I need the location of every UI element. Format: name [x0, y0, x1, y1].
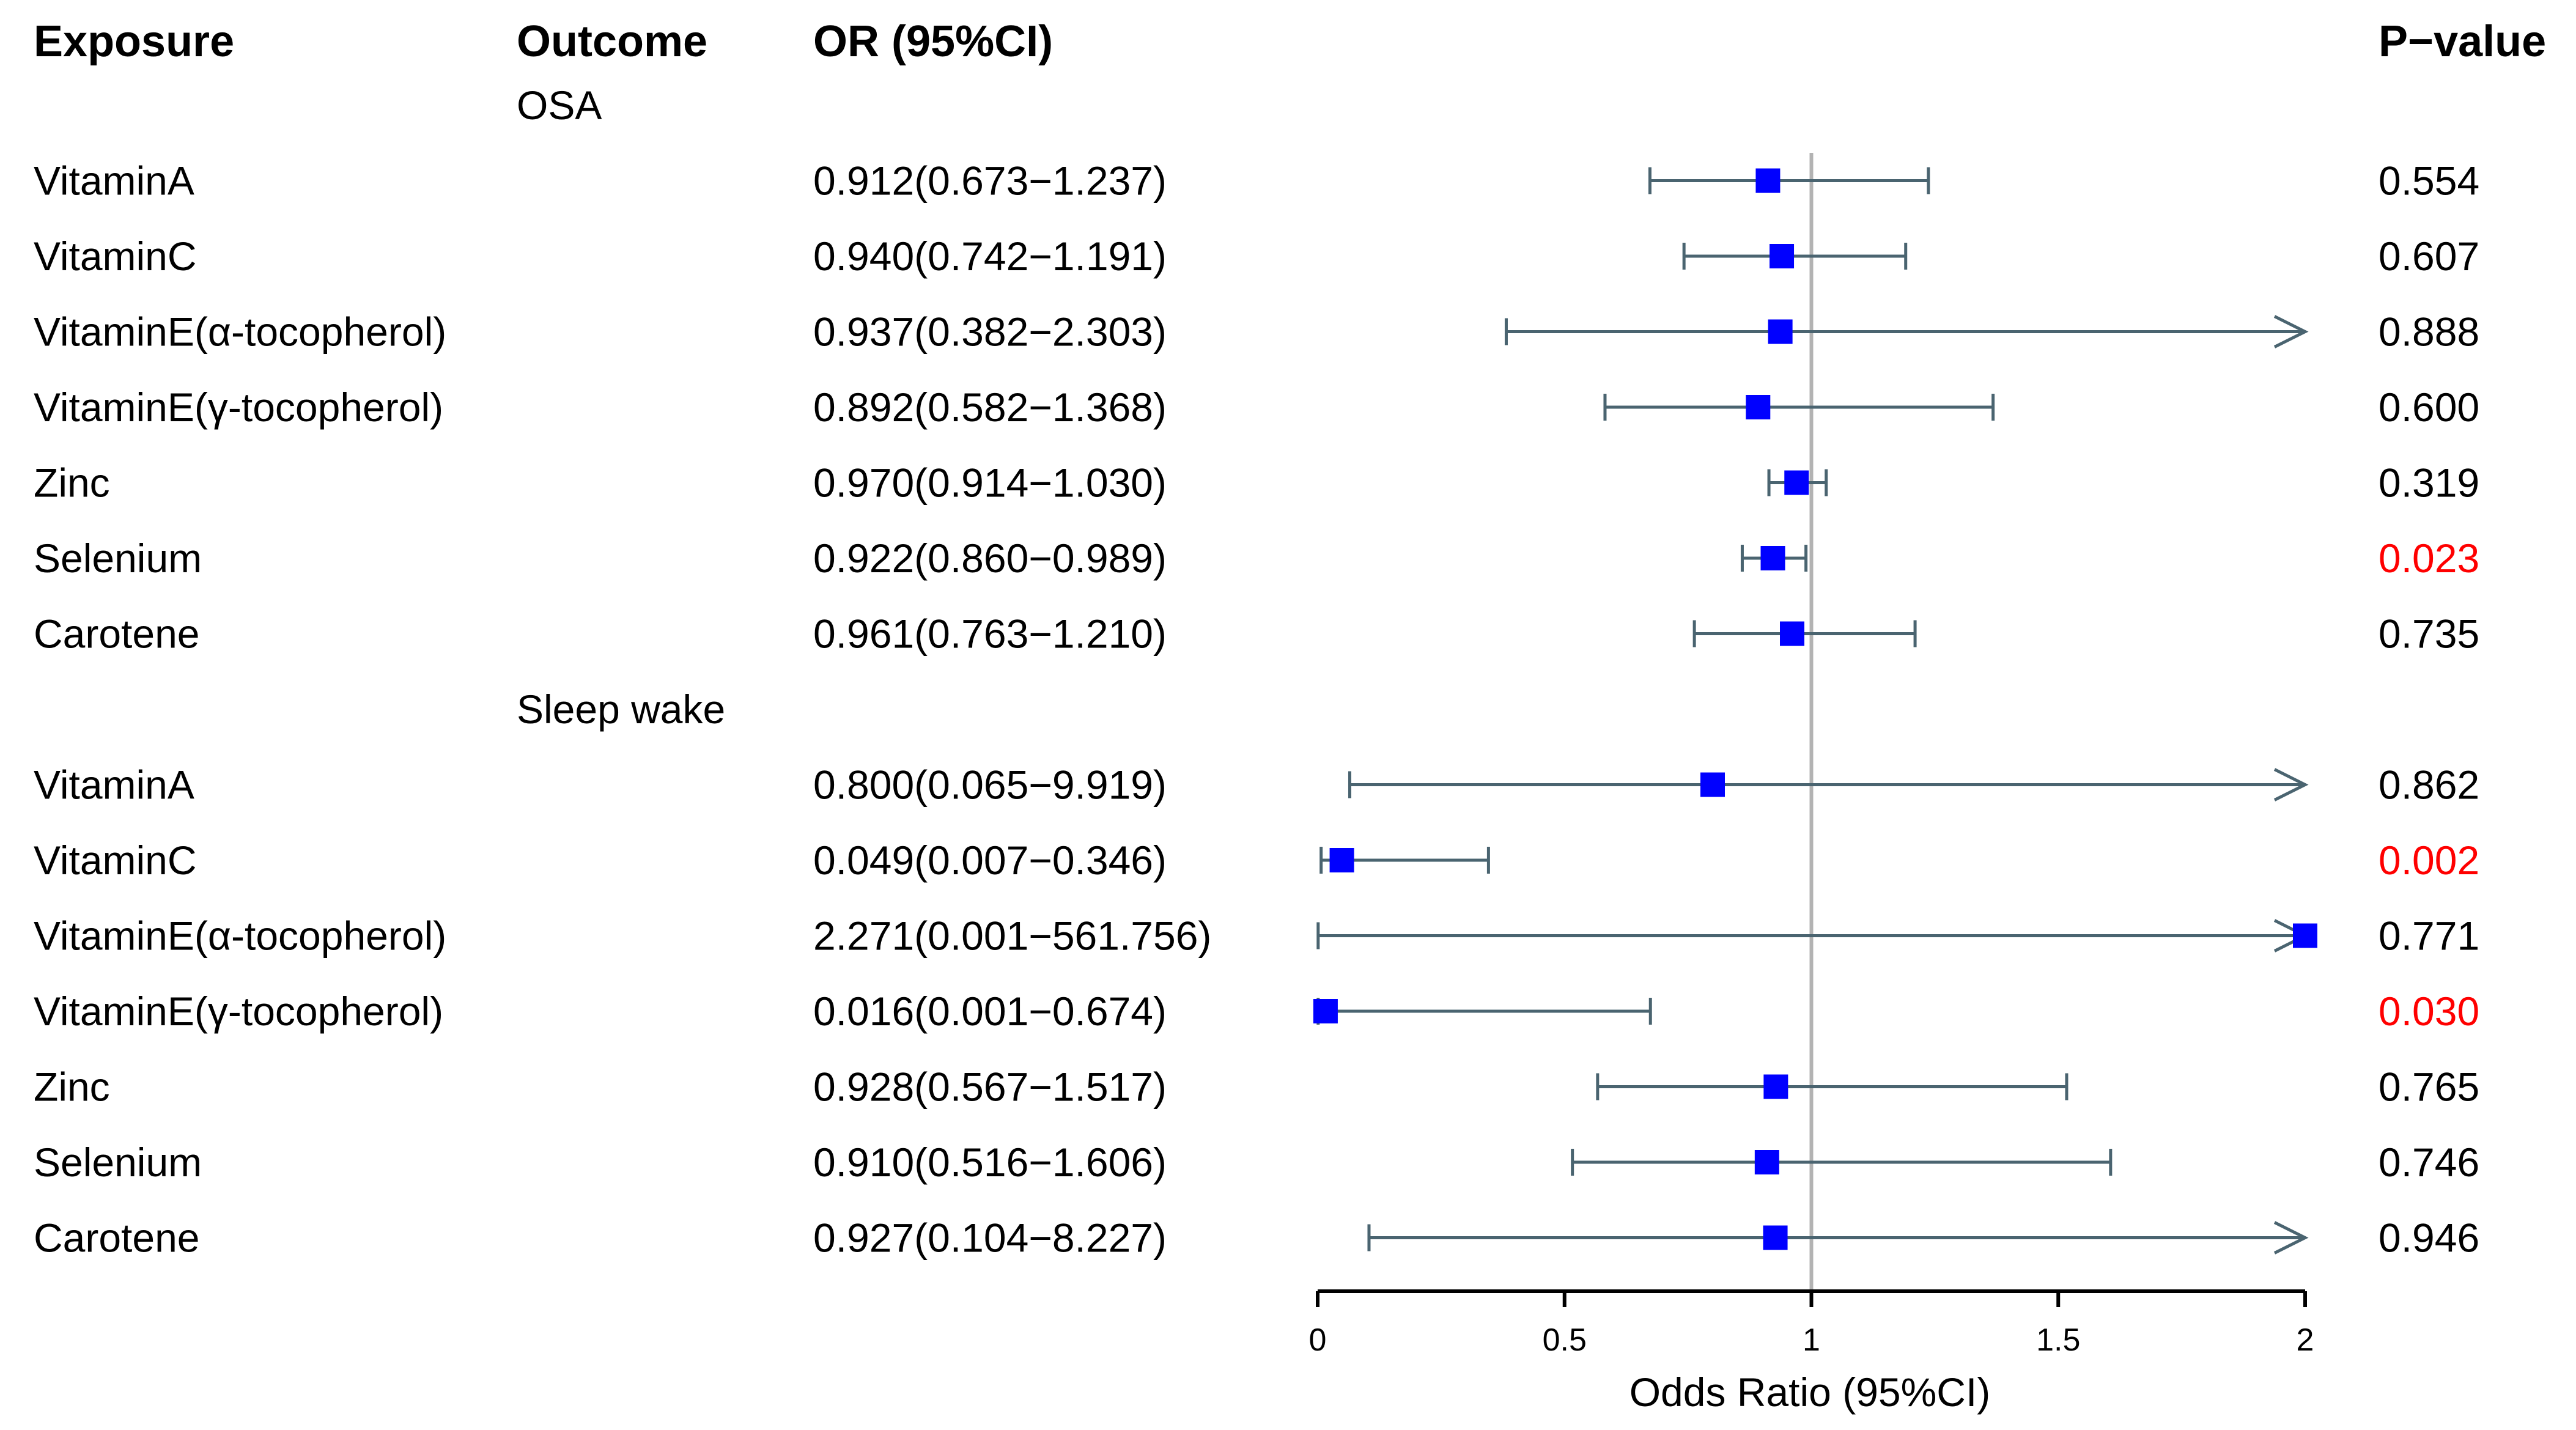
point-estimate [1780, 621, 1805, 646]
exposure-label: VitaminA [34, 158, 194, 204]
column-headers: Exposure Outcome OR (95%CI) P−value [34, 17, 2546, 66]
point-estimate [1760, 546, 1785, 570]
point-estimate [2293, 923, 2317, 948]
exposure-label: Carotene [34, 611, 200, 657]
header-p-value: P−value [2379, 17, 2546, 66]
p-value-label: 0.746 [2379, 1140, 2479, 1185]
forest-rows: OSA VitaminA 0.912(0.673−1.237) 0.554 Vitami… [34, 83, 2479, 1261]
header-or-ci: OR (95%CI) [813, 17, 1053, 66]
point-estimate [1784, 470, 1809, 495]
or-ci-label: 0.937(0.382−2.303) [813, 309, 1167, 355]
point-estimate [1329, 848, 1354, 872]
p-value-label: 0.765 [2379, 1064, 2479, 1110]
point-estimate [1700, 772, 1725, 797]
x-axis: 0 0.5 1 1.5 2 [1309, 153, 2314, 1358]
point-estimate [1770, 244, 1795, 268]
ci-arrow [2273, 768, 2309, 802]
p-value-label: 0.002 [2379, 838, 2479, 883]
or-ci-label: 0.927(0.104−8.227) [813, 1215, 1167, 1261]
ci-arrow [2273, 315, 2309, 348]
or-ci-label: 0.892(0.582−1.368) [813, 385, 1167, 430]
x-tick-label: 0.5 [1543, 1322, 1587, 1358]
or-ci-label: 2.271(0.001−561.756) [813, 913, 1211, 959]
exposure-label: VitaminA [34, 762, 194, 808]
exposure-label: Selenium [34, 1140, 202, 1185]
exposure-label: Selenium [34, 536, 202, 581]
p-value-label: 0.030 [2379, 989, 2479, 1034]
forest-marks [1313, 167, 2317, 1255]
p-value-label: 0.319 [2379, 460, 2479, 506]
x-tick-label: 0 [1309, 1322, 1327, 1358]
or-ci-label: 0.970(0.914−1.030) [813, 460, 1167, 506]
p-value-label: 0.554 [2379, 158, 2479, 204]
exposure-label: VitaminE(α-tocopherol) [34, 913, 446, 959]
exposure-label: VitaminE(γ-tocopherol) [34, 989, 443, 1034]
or-ci-label: 0.049(0.007−0.346) [813, 838, 1167, 883]
or-ci-label: 0.922(0.860−0.989) [813, 536, 1167, 581]
header-outcome: Outcome [517, 17, 707, 66]
p-value-label: 0.607 [2379, 234, 2479, 279]
exposure-label: VitaminE(γ-tocopherol) [34, 385, 443, 430]
p-value-label: 0.888 [2379, 309, 2479, 355]
exposure-label: VitaminC [34, 234, 197, 279]
x-tick-label: 2 [2297, 1322, 2314, 1358]
or-ci-label: 0.940(0.742−1.191) [813, 234, 1167, 279]
or-ci-label: 0.910(0.516−1.606) [813, 1140, 1167, 1185]
or-ci-label: 0.961(0.763−1.210) [813, 611, 1167, 657]
exposure-label: VitaminC [34, 838, 197, 883]
x-tick-label: 1 [1803, 1322, 1820, 1358]
point-estimate [1763, 1074, 1788, 1099]
p-value-label: 0.946 [2379, 1215, 2479, 1261]
p-value-label: 0.023 [2379, 536, 2479, 581]
header-exposure: Exposure [34, 17, 234, 66]
point-estimate [1754, 1150, 1779, 1174]
x-axis-label: Odds Ratio (95%CI) [1629, 1369, 1991, 1415]
or-ci-label: 0.016(0.001−0.674) [813, 989, 1167, 1034]
p-value-label: 0.600 [2379, 385, 2479, 430]
point-estimate [1755, 168, 1781, 193]
exposure-label: Zinc [34, 1064, 110, 1110]
point-estimate [1768, 319, 1793, 344]
point-estimate [1746, 395, 1771, 419]
point-estimate [1763, 1225, 1788, 1250]
or-ci-label: 0.800(0.065−9.919) [813, 762, 1167, 808]
outcome-subheading: Sleep wake [517, 687, 725, 732]
or-ci-label: 0.912(0.673−1.237) [813, 158, 1167, 204]
p-value-label: 0.771 [2379, 913, 2479, 959]
exposure-label: Zinc [34, 460, 110, 506]
exposure-label: VitaminE(α-tocopherol) [34, 309, 446, 355]
outcome-subheading: OSA [517, 83, 602, 128]
x-tick-label: 1.5 [2036, 1322, 2080, 1358]
ci-arrow [2273, 1221, 2309, 1255]
p-value-label: 0.735 [2379, 611, 2479, 657]
exposure-label: Carotene [34, 1215, 200, 1261]
or-ci-label: 0.928(0.567−1.517) [813, 1064, 1167, 1110]
p-value-label: 0.862 [2379, 762, 2479, 808]
point-estimate [1313, 999, 1338, 1023]
